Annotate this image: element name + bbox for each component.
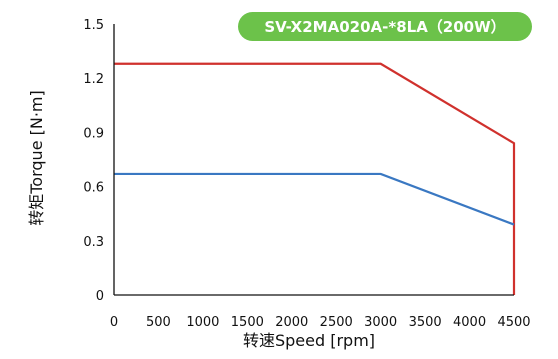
series-line-2 [114,172,515,226]
y-axis-title: 转矩Torque [N·m] [27,90,46,226]
chart-title: SV-X2MA020A-*8LA（200W） [264,18,505,36]
x-tick-label: 3500 [409,315,442,330]
y-tick-label: 0.9 [83,126,104,141]
ticks-layer: 0 500 1000 1500 2000 2500 3000 3500 4000 4500 0 0.3… [83,18,530,330]
x-tick-label: 1000 [186,315,219,330]
y-tick-label: 1.2 [83,72,104,87]
y-tick-label: 0 [96,289,104,304]
y-tick-label: 0.6 [83,181,104,196]
x-tick-label: 0 [110,315,118,330]
axes-layer [113,24,514,296]
title-badge-background [238,12,532,41]
x-tick-label: 4500 [497,315,530,330]
x-tick-label: 1500 [231,315,264,330]
x-tick-label: 2500 [320,315,353,330]
x-tick-label: 2000 [275,315,308,330]
y-tick-label: 1.5 [83,18,104,33]
x-tick-label: 3000 [364,315,397,330]
x-axis-title: 转速Speed [rpm] [243,331,375,350]
x-tick-label: 4000 [453,315,486,330]
series-line-1 [114,62,516,295]
series-layer [114,62,516,295]
x-tick-label: 500 [146,315,171,330]
y-tick-label: 0.3 [83,235,104,250]
title-badge: SV-X2MA020A-*8LA（200W） [238,12,532,41]
